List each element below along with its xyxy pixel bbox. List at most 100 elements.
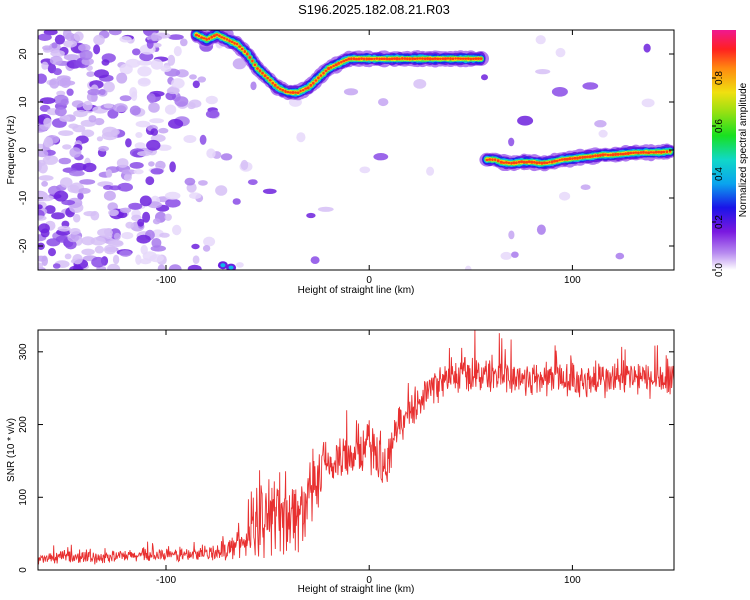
- y-tick-label: 0: [18, 567, 29, 573]
- track-cell: [553, 159, 557, 163]
- noise-blob: [43, 117, 52, 128]
- track-cell: [276, 86, 280, 89]
- colorbar-ticks: 0.0 0.2 0.4 0.6 0.8: [712, 71, 725, 277]
- noise-blob: [137, 151, 152, 157]
- track-cell: [220, 36, 224, 39]
- noise-blob: [67, 184, 80, 193]
- track-cell: [279, 87, 282, 91]
- noise-blob: [343, 88, 359, 96]
- y-tick-label: 0: [18, 147, 29, 153]
- track-cell: [594, 154, 597, 158]
- noise-blob: [97, 228, 113, 237]
- noise-blob: [128, 202, 143, 210]
- track-cell: [329, 66, 333, 69]
- track-cell: [233, 42, 236, 45]
- noise-blob: [96, 136, 103, 142]
- track-cell: [413, 57, 417, 61]
- noise-blob: [426, 166, 435, 176]
- noise-blob: [102, 126, 118, 138]
- noise-blob: [41, 255, 48, 267]
- noise-blob: [150, 128, 159, 136]
- noise-blob: [52, 263, 61, 269]
- noise-blob: [51, 42, 58, 49]
- track-cell: [200, 36, 204, 39]
- track-cell: [309, 83, 313, 87]
- track-cell: [461, 57, 465, 60]
- noise-blob: [73, 31, 84, 42]
- track-cell: [230, 40, 234, 44]
- track-cell: [202, 37, 206, 40]
- noise-blob: [121, 232, 134, 240]
- track-cell: [256, 67, 259, 70]
- y-tick-label: 300: [18, 343, 29, 360]
- noise-blob: [168, 264, 182, 270]
- colorbar: 0.0 0.2 0.4 0.6 0.8 Normalized spectral ampl…: [712, 30, 749, 277]
- track-cell: [197, 34, 201, 38]
- noise-blob: [49, 78, 60, 89]
- noise-blob: [306, 212, 316, 219]
- spectrogram-y-axis-label: Frequency (Hz): [6, 116, 17, 185]
- noise-blob: [202, 245, 211, 252]
- noise-blob: [91, 256, 106, 268]
- noise-blob: [535, 35, 546, 45]
- noise-blob: [38, 73, 47, 84]
- noise-blob: [108, 209, 119, 217]
- track-cell: [443, 57, 447, 61]
- track-cell: [342, 59, 346, 63]
- noise-blob: [64, 253, 72, 260]
- track-cell: [311, 81, 315, 85]
- noise-blob: [247, 179, 258, 186]
- noise-blob: [63, 40, 78, 48]
- noise-blob: [173, 46, 182, 57]
- noise-blob: [215, 185, 228, 196]
- noise-blob: [119, 63, 133, 75]
- noise-blob: [197, 76, 206, 83]
- noise-blob: [133, 169, 144, 175]
- noise-blob: [165, 198, 181, 208]
- noise-blob: [643, 43, 651, 53]
- track-cell: [390, 57, 394, 61]
- track-cell: [286, 90, 290, 94]
- noise-blob: [79, 49, 93, 61]
- noise-blob: [517, 115, 534, 126]
- noise-blob: [81, 248, 95, 256]
- track-cell: [436, 57, 440, 61]
- track-cell: [352, 57, 356, 61]
- x-tick-label: 100: [564, 275, 581, 286]
- track-cell: [558, 158, 561, 162]
- noise-blob: [205, 95, 218, 105]
- noise-blob: [359, 166, 371, 174]
- noise-blob: [51, 212, 65, 220]
- track-cell: [228, 39, 231, 43]
- track-cell: [398, 57, 401, 61]
- track-cell: [355, 57, 358, 61]
- noise-blob: [78, 187, 91, 194]
- noise-blob: [116, 158, 129, 168]
- track-cell: [238, 45, 242, 48]
- track-cell: [261, 71, 264, 75]
- noise-blob: [44, 205, 56, 214]
- noise-blob: [159, 232, 170, 238]
- noise-blob: [103, 81, 115, 93]
- track-cell: [438, 57, 442, 60]
- track-cell: [334, 63, 338, 67]
- noise-blob: [191, 243, 200, 250]
- noise-blob: [112, 254, 120, 265]
- noise-blob: [189, 74, 197, 80]
- track-cell: [520, 160, 523, 164]
- track-cell: [210, 35, 214, 39]
- noise-blob: [49, 55, 63, 65]
- noise-blob: [551, 87, 568, 97]
- track-cell: [469, 57, 473, 61]
- noise-blob: [184, 177, 196, 186]
- track-cell: [344, 58, 348, 62]
- noise-blob: [134, 142, 146, 150]
- track-cell: [362, 57, 366, 61]
- track-cell: [573, 156, 577, 160]
- y-tick-label: 200: [18, 416, 29, 433]
- noise-blob: [90, 236, 106, 246]
- noise-blob: [167, 54, 176, 66]
- noise-blob: [240, 159, 249, 171]
- colorbar-gradient: [712, 30, 736, 270]
- track-cell: [314, 79, 318, 82]
